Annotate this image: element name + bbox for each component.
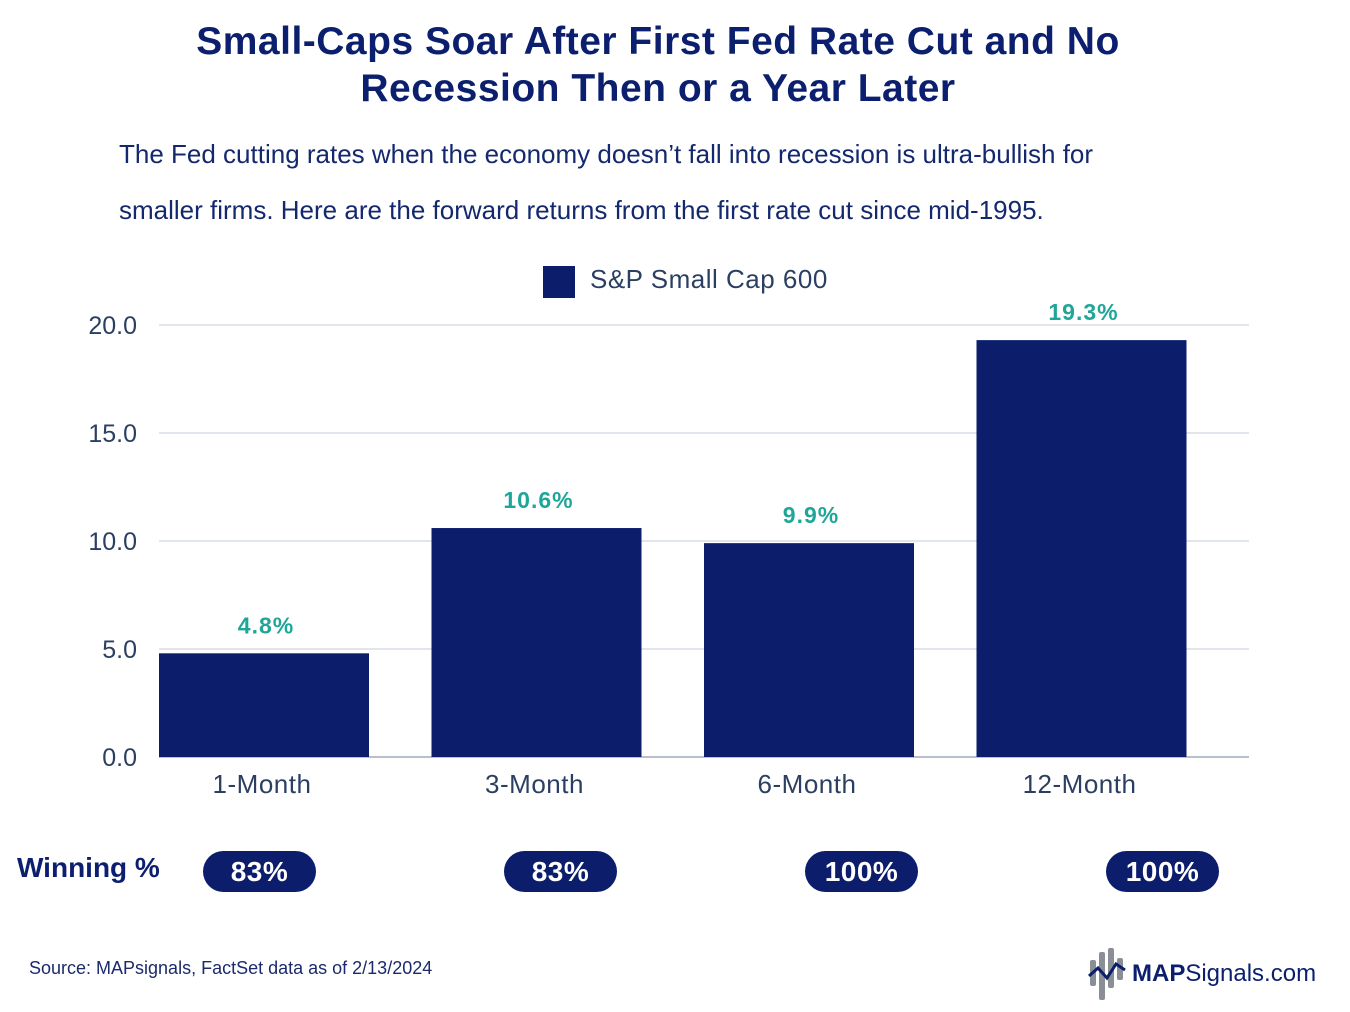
chart-title: Small-Caps Soar After First Fed Rate Cut…: [0, 18, 1316, 112]
data-label: 10.6%: [503, 487, 573, 513]
chart-subtitle-line-1: The Fed cutting rates when the economy d…: [119, 139, 1094, 169]
data-label: 9.9%: [783, 502, 839, 528]
winning-pill-1-month: 83%: [203, 851, 316, 892]
data-label: 4.8%: [238, 612, 294, 638]
bar-6-month: [704, 543, 914, 757]
legend-swatch: [543, 266, 575, 298]
chart-title-line-1: Small-Caps Soar After First Fed Rate Cut…: [196, 20, 1120, 63]
winning-pill-12-month: 100%: [1106, 851, 1219, 892]
bar-3-month: [431, 528, 642, 757]
y-tick-label: 15.0: [88, 420, 137, 448]
y-tick-label: 5.0: [102, 636, 137, 664]
logo-text-regular: Signals.com: [1185, 960, 1317, 987]
bar-1-month: [159, 653, 369, 757]
mapsignals-logo-text: MAPSignals.com: [1132, 960, 1316, 988]
x-tick-label: 3-Month: [485, 769, 584, 799]
chart-subtitle: The Fed cutting rates when the economy d…: [119, 126, 1239, 238]
winning-label: Winning %: [17, 852, 160, 883]
y-tick-label: 20.0: [88, 312, 137, 340]
source-note: Source: MAPsignals, FactSet data as of 2…: [29, 958, 433, 978]
bar-12-month: [976, 340, 1187, 757]
winning-pill-6-month: 100%: [805, 851, 918, 892]
x-tick-label: 1-Month: [213, 769, 312, 799]
x-tick-label: 6-Month: [758, 769, 857, 799]
mapsignals-logo-icon: [1088, 948, 1126, 1000]
mapsignals-logo: MAPSignals.com: [1088, 946, 1316, 1002]
chart-subtitle-line-2: smaller firms. Here are the forward retu…: [119, 195, 1044, 225]
data-label: 19.3%: [1048, 299, 1118, 325]
legend-label: S&P Small Cap 600: [590, 264, 828, 294]
y-tick-label: 10.0: [88, 528, 137, 556]
x-tick-label: 12-Month: [1023, 769, 1137, 799]
logo-text-bold: MAP: [1132, 960, 1186, 987]
winning-pill-3-month: 83%: [504, 851, 617, 892]
chart-title-line-2: Recession Then or a Year Later: [360, 67, 956, 110]
y-tick-label: 0.0: [102, 744, 137, 772]
bar-chart: 0.0 5.0 10.0 15.0 20.0 4.8% 1-Month 10.6% 3-Mont…: [88, 264, 1249, 799]
